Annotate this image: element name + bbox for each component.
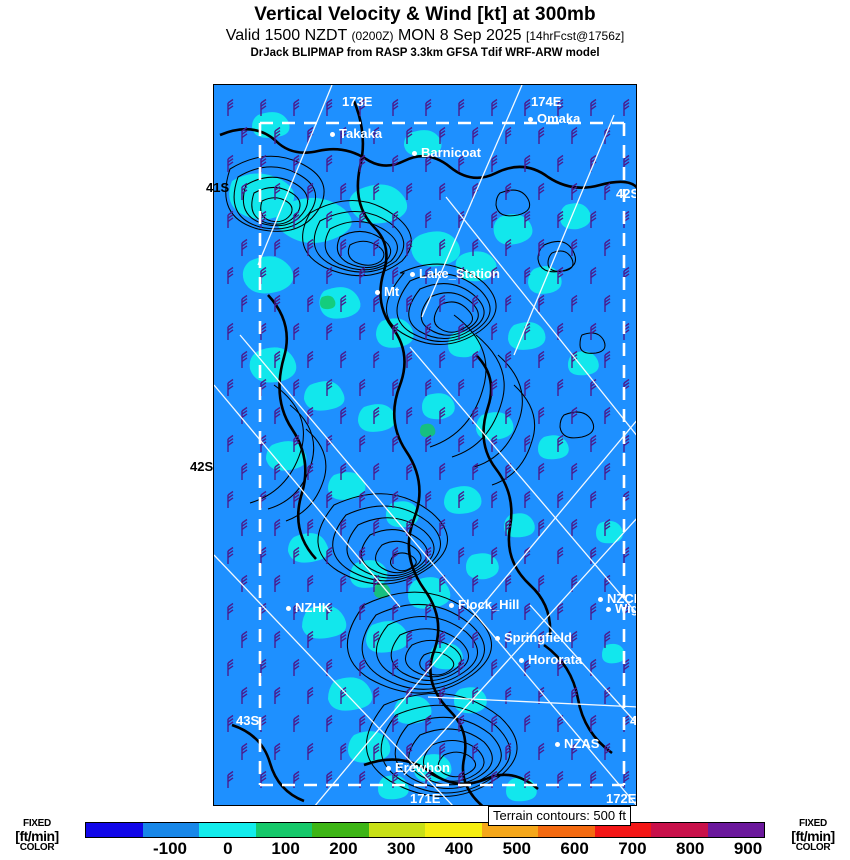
city-label: Mt: [375, 284, 399, 299]
fixed-text: FIXED: [23, 818, 51, 829]
scale-tick-label: 800: [676, 839, 705, 858]
graticule-label: 174E: [531, 94, 562, 109]
city-label: Wigram: [606, 601, 636, 616]
valid-time: Valid 1500 NZDT: [225, 27, 347, 44]
scale-tick-label: 200: [329, 839, 358, 858]
forecast-hour: [14hrFcst@1756z]: [526, 29, 625, 43]
latitude-label: 41S: [206, 180, 230, 195]
valid-time-line: Valid 1500 NZDT (0200Z) MON 8 Sep 2025 […: [0, 26, 850, 46]
graticule-label: 44S: [630, 713, 637, 728]
city-label: NZAS: [555, 736, 599, 751]
color-band: [707, 823, 764, 837]
scale-tick-label: 0: [223, 839, 233, 858]
city-label: Springfield: [495, 630, 572, 645]
terrain-contour-note: Terrain contours: 500 ft: [488, 806, 631, 826]
city-label: Erewhon: [386, 760, 450, 775]
color-band: [538, 823, 595, 837]
map-container[interactable]: Takaka Omaka Barnicoat Lake_Station Mt NZHK Fl…: [213, 84, 637, 806]
terrain-contours: [225, 155, 606, 797]
model-description: DrJack BLIPMAP from RASP 3.3km GFSA Tdif…: [250, 47, 600, 59]
scale-tick-label: 300: [387, 839, 416, 858]
graticule-label: 172E: [606, 791, 637, 806]
color-band: [255, 823, 312, 837]
graticule-label: 42S: [616, 186, 637, 201]
city-label: Takaka: [330, 126, 382, 141]
lift-patches-green: [320, 295, 436, 599]
units-text: [ft/min]: [15, 828, 59, 844]
fixed-color-label-right: FIXED [ft/min] COLOR: [782, 819, 844, 853]
header: Vertical Velocity & Wind [kt] at 300mb V…: [0, 0, 850, 61]
city-label: Lake_Station: [410, 266, 500, 281]
color-band: [86, 823, 143, 837]
color-band: [481, 823, 538, 837]
color-band: [199, 823, 256, 837]
color-legend: FIXED [ft/min] COLOR -100 0 100 200 300 400 50…: [0, 819, 850, 860]
weather-map[interactable]: Takaka Omaka Barnicoat Lake_Station Mt NZHK Fl…: [213, 84, 637, 806]
city-label: NZCH: [598, 591, 636, 606]
scale-tick-label: 100: [271, 839, 300, 858]
latitude-label: 42S: [190, 459, 214, 474]
city-label: Omaka: [528, 111, 580, 126]
graticule-lines: [214, 85, 636, 805]
scale-tick-label: 900: [733, 839, 763, 858]
color-band: [594, 823, 651, 837]
graticule-label: 173E: [342, 94, 373, 109]
graticule-label: 171E: [410, 791, 441, 806]
city-label: NZHK: [286, 600, 331, 615]
city-label: Barnicoat: [412, 145, 481, 160]
valid-time-utc: (0200Z): [351, 29, 394, 43]
page-title: Vertical Velocity & Wind [kt] at 300mb: [254, 4, 596, 25]
color-scale-bar: [85, 822, 765, 838]
scale-tick-label: 600: [560, 839, 589, 858]
scale-tick-label: 500: [502, 839, 531, 858]
color-scale-ticks: -100 0 100 200 300 400 500 600 700 800 900: [85, 839, 765, 859]
scale-tick-label: 700: [618, 839, 647, 858]
fixed-text: FIXED: [799, 818, 827, 829]
units-text: [ft/min]: [791, 828, 835, 844]
color-band: [312, 823, 369, 837]
fixed-color-label-left: FIXED [ft/min] COLOR: [6, 819, 68, 853]
color-band: [425, 823, 482, 837]
domain-boundary: [258, 121, 626, 787]
color-band: [142, 823, 199, 837]
graticule-label: 43S: [236, 713, 260, 728]
map-graphics: [214, 85, 636, 805]
color-band: [368, 823, 425, 837]
color-text: COLOR: [19, 842, 55, 853]
scale-tick-label: -100: [152, 839, 188, 858]
color-band: [651, 823, 708, 837]
valid-date: MON 8 Sep 2025: [397, 27, 522, 44]
scale-tick-label: 400: [444, 839, 474, 858]
city-label: Hororata: [519, 652, 582, 667]
color-text: COLOR: [795, 842, 831, 853]
city-label: Flock_Hill: [449, 597, 519, 612]
